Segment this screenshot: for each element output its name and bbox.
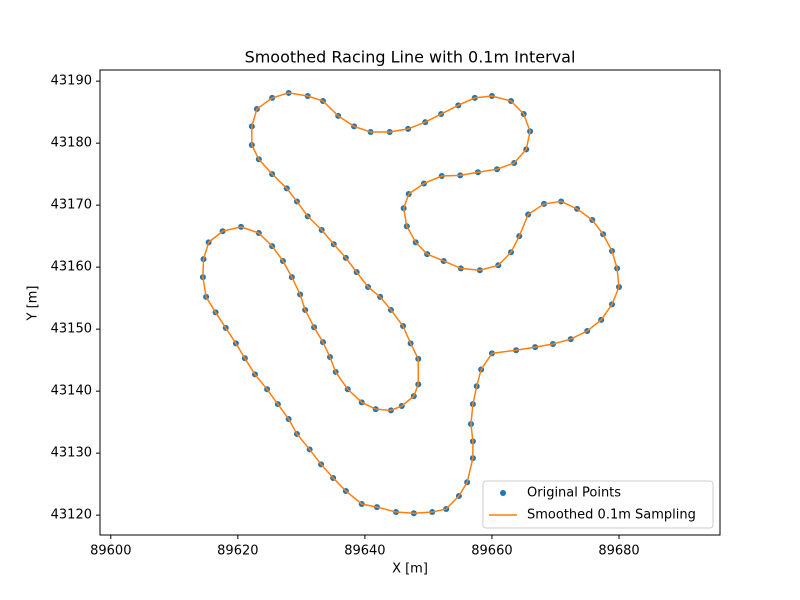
plot-frame xyxy=(99,69,721,536)
y-axis-label: Y [m] xyxy=(26,286,41,322)
y-tick-label: 43120 xyxy=(51,508,92,523)
y-tick-label: 43130 xyxy=(51,446,92,461)
y-tick-label: 43180 xyxy=(51,136,92,151)
y-tick-label: 43150 xyxy=(51,322,92,337)
x-tick-label: 89640 xyxy=(344,544,385,559)
x-tick-label: 89620 xyxy=(217,544,258,559)
x-axis-label: X [m] xyxy=(392,562,428,577)
legend-marker xyxy=(500,490,506,496)
legend-box xyxy=(482,480,714,529)
x-tick-label: 89660 xyxy=(471,544,512,559)
y-tick-label: 43140 xyxy=(51,384,92,399)
y-tick-label: 43160 xyxy=(51,260,92,275)
legend-label: Original Points xyxy=(527,486,621,501)
x-tick-label: 89600 xyxy=(90,544,131,559)
y-tick-label: 43170 xyxy=(51,198,92,213)
legend-label: Smoothed 0.1m Sampling xyxy=(527,508,696,523)
x-tick-label: 89680 xyxy=(598,544,639,559)
chart-title: Smoothed Racing Line with 0.1m Interval xyxy=(245,48,576,67)
y-tick-label: 43190 xyxy=(51,74,92,89)
racing-line xyxy=(202,92,620,515)
